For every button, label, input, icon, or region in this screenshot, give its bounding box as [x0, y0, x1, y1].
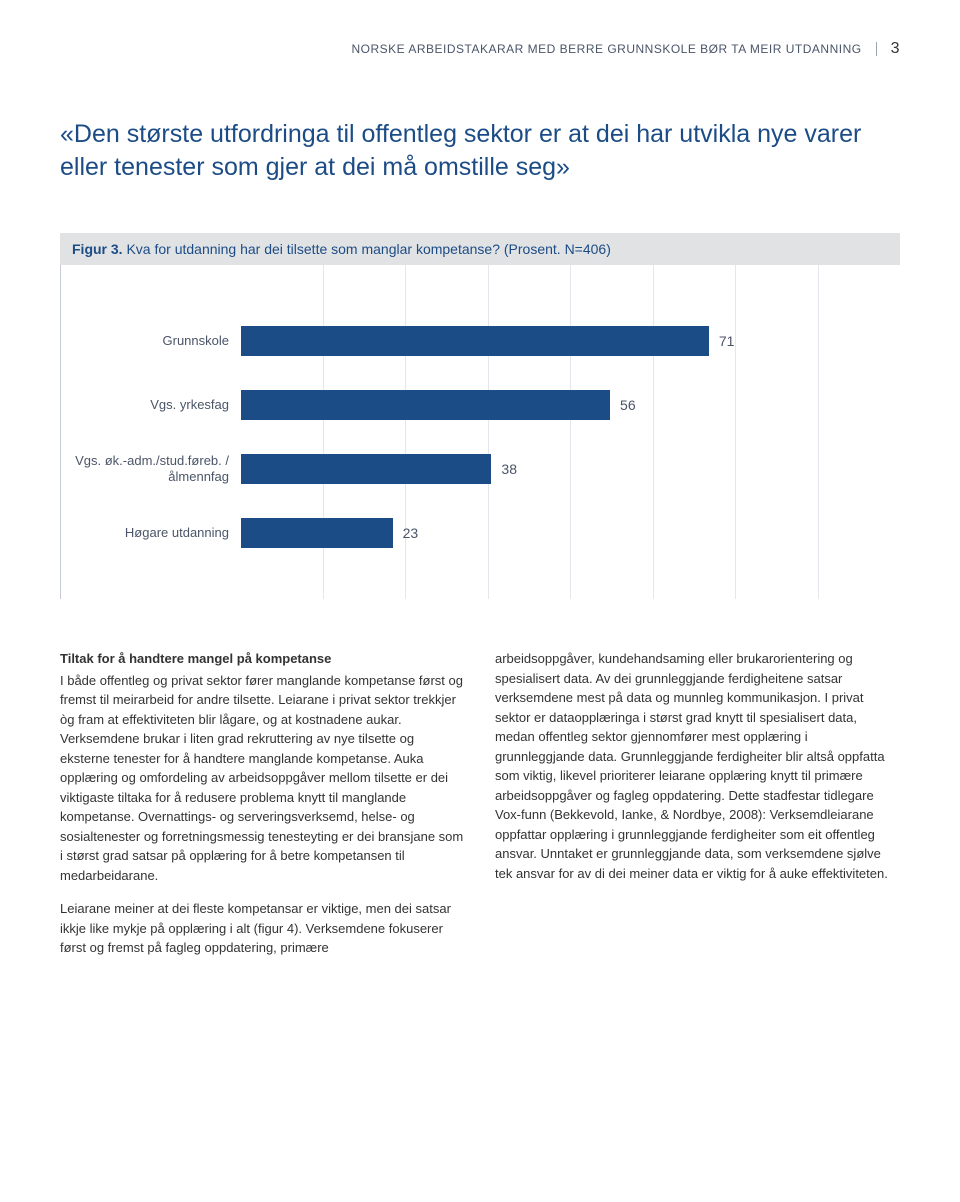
page: NORSKE ARBEIDSTAKARAR MED BERRE GRUNNSKO…	[0, 0, 960, 1012]
bar	[241, 454, 491, 484]
bar-row: Vgs. yrkesfag56	[241, 387, 900, 423]
bar	[241, 326, 709, 356]
running-head: NORSKE ARBEIDSTAKARAR MED BERRE GRUNNSKO…	[60, 40, 900, 58]
bar-row: Vgs. øk.-adm./stud.føreb. /ålmennfag38	[241, 451, 900, 487]
bar-row: Høgare utdanning23	[241, 515, 900, 551]
paragraph: I både offentleg og privat sektor fører …	[60, 671, 465, 886]
paragraph: Leiarane meiner at dei fleste kompetansa…	[60, 899, 465, 958]
section-subhead: Tiltak for å handtere mangel på kompetan…	[60, 649, 465, 669]
bar-chart: Grunnskole71Vgs. yrkesfag56Vgs. øk.-adm.…	[60, 265, 900, 599]
running-title: NORSKE ARBEIDSTAKARAR MED BERRE GRUNNSKO…	[352, 42, 877, 56]
page-number: 3	[877, 40, 900, 58]
bar-label: Vgs. øk.-adm./stud.føreb. /ålmennfag	[71, 453, 241, 484]
body-columns: Tiltak for å handtere mangel på kompetan…	[60, 649, 900, 972]
bar-row: Grunnskole71	[241, 323, 900, 359]
bar-label: Grunnskole	[71, 333, 241, 349]
bar-value: 38	[491, 461, 517, 477]
bar	[241, 518, 393, 548]
pullquote: «Den største utfordringa til offentleg s…	[60, 118, 900, 183]
bar-label: Høgare utdanning	[71, 525, 241, 541]
bar-value: 71	[709, 333, 735, 349]
figure-caption: Figur 3. Kva for utdanning har dei tilse…	[60, 233, 900, 265]
column-left: Tiltak for å handtere mangel på kompetan…	[60, 649, 465, 972]
figure-caption-text: Kva for utdanning har dei tilsette som m…	[126, 241, 610, 257]
bar-value: 23	[393, 525, 419, 541]
bar-label: Vgs. yrkesfag	[71, 397, 241, 413]
bar	[241, 390, 610, 420]
paragraph: arbeidsoppgåver, kundehandsaming eller b…	[495, 649, 900, 883]
bar-value: 56	[610, 397, 636, 413]
column-right: arbeidsoppgåver, kundehandsaming eller b…	[495, 649, 900, 972]
figure-label: Figur 3.	[72, 241, 123, 257]
